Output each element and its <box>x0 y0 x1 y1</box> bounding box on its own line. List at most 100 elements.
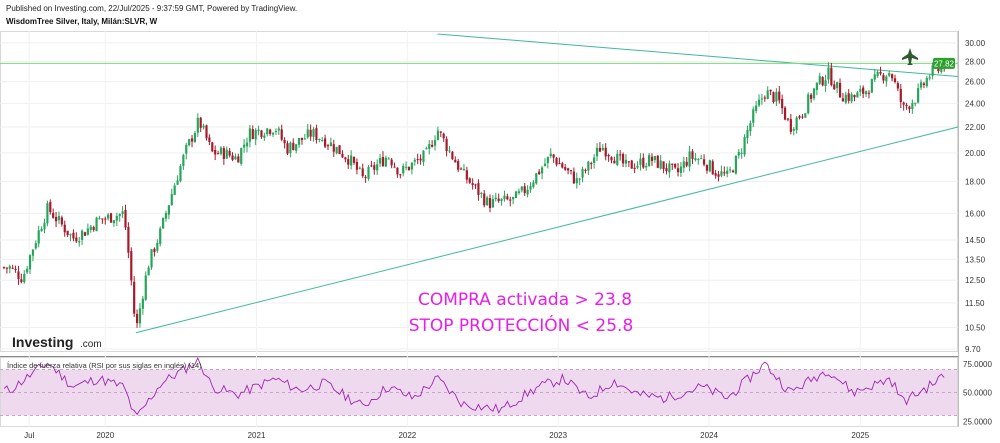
candle[interactable] <box>914 102 917 107</box>
candle[interactable] <box>60 215 63 227</box>
candle[interactable] <box>164 210 168 222</box>
candle[interactable] <box>162 217 165 230</box>
candle[interactable] <box>431 140 434 148</box>
candle[interactable] <box>28 254 32 274</box>
candle[interactable] <box>757 94 761 107</box>
candle[interactable] <box>781 94 784 115</box>
candle[interactable] <box>335 146 338 155</box>
candle[interactable] <box>726 166 729 178</box>
candle[interactable] <box>439 130 442 138</box>
candle[interactable] <box>130 247 133 286</box>
candle[interactable] <box>350 150 353 170</box>
candle[interactable] <box>650 153 654 166</box>
candle[interactable] <box>888 70 891 78</box>
candle[interactable] <box>26 266 29 274</box>
candle[interactable] <box>387 157 390 160</box>
candle[interactable] <box>610 156 613 164</box>
candle[interactable] <box>318 138 321 143</box>
candle[interactable] <box>682 156 685 173</box>
candle[interactable] <box>153 247 156 257</box>
candle[interactable] <box>506 193 509 201</box>
candle[interactable] <box>731 169 735 173</box>
candle[interactable] <box>425 146 428 150</box>
candle[interactable] <box>147 265 150 276</box>
candle[interactable] <box>352 156 356 165</box>
rsi-line-group[interactable] <box>3 356 945 416</box>
candle[interactable] <box>705 164 709 174</box>
candle[interactable] <box>656 155 659 169</box>
candle[interactable] <box>457 158 460 173</box>
candle[interactable] <box>367 165 370 181</box>
candle[interactable] <box>46 200 49 227</box>
rsi-line[interactable] <box>3 356 945 416</box>
candle[interactable] <box>393 162 396 168</box>
candle[interactable] <box>384 155 387 168</box>
candle[interactable] <box>20 273 23 284</box>
candle[interactable] <box>685 157 688 168</box>
candle[interactable] <box>827 62 830 84</box>
resistance-trendline[interactable] <box>437 33 959 78</box>
candle[interactable] <box>804 113 807 118</box>
candle[interactable] <box>462 164 466 171</box>
candle[interactable] <box>598 142 602 152</box>
candle[interactable] <box>503 190 506 202</box>
candle[interactable] <box>436 126 440 141</box>
candle[interactable] <box>286 140 289 155</box>
candle[interactable] <box>821 76 824 87</box>
candle[interactable] <box>595 143 599 161</box>
candle[interactable] <box>668 160 671 178</box>
candle[interactable] <box>52 208 55 219</box>
candle[interactable] <box>54 211 58 228</box>
candle[interactable] <box>428 140 431 155</box>
candle[interactable] <box>127 222 130 259</box>
candle[interactable] <box>486 195 489 207</box>
candle[interactable] <box>402 163 405 177</box>
candle[interactable] <box>743 134 746 157</box>
candle[interactable] <box>454 156 457 163</box>
candle[interactable] <box>841 92 845 102</box>
candle[interactable] <box>225 146 228 159</box>
candle[interactable] <box>280 124 283 142</box>
candle[interactable] <box>396 167 399 178</box>
candle[interactable] <box>196 113 199 137</box>
candle[interactable] <box>202 123 205 130</box>
candle[interactable] <box>69 233 72 242</box>
candle[interactable] <box>512 196 515 205</box>
candle[interactable] <box>630 159 633 169</box>
candle[interactable] <box>72 229 75 242</box>
candle[interactable] <box>95 216 98 232</box>
candle[interactable] <box>535 173 538 185</box>
candle[interactable] <box>717 170 720 182</box>
candle[interactable] <box>529 182 532 193</box>
candle[interactable] <box>882 72 885 84</box>
candle[interactable] <box>645 162 648 171</box>
candle[interactable] <box>167 204 170 220</box>
candle[interactable] <box>763 95 766 102</box>
candle[interactable] <box>795 116 798 134</box>
candle[interactable] <box>824 74 827 92</box>
candle[interactable] <box>714 170 717 179</box>
candle[interactable] <box>228 147 231 158</box>
candle[interactable] <box>332 139 335 157</box>
candle[interactable] <box>488 194 492 213</box>
candle[interactable] <box>329 137 332 147</box>
candle[interactable] <box>653 155 656 163</box>
trendlines[interactable] <box>0 33 959 334</box>
candle[interactable] <box>870 78 873 93</box>
candle[interactable] <box>523 183 526 196</box>
candle[interactable] <box>260 129 263 139</box>
candle[interactable] <box>500 198 503 206</box>
candle[interactable] <box>786 117 790 122</box>
candle[interactable] <box>234 153 237 160</box>
candle[interactable] <box>211 141 214 153</box>
candle[interactable] <box>118 213 121 222</box>
candle[interactable] <box>549 148 552 159</box>
candle[interactable] <box>355 158 359 175</box>
candle[interactable] <box>911 99 914 114</box>
candle[interactable] <box>552 153 555 163</box>
candle[interactable] <box>838 78 842 98</box>
candle[interactable] <box>14 265 17 273</box>
candle[interactable] <box>558 157 561 165</box>
candle[interactable] <box>572 167 575 184</box>
candle[interactable] <box>772 91 775 104</box>
